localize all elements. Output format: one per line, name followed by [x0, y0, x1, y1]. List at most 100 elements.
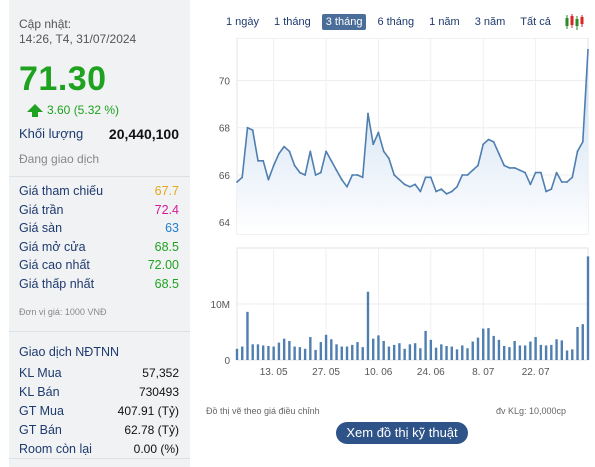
price-point: [408, 185, 411, 188]
volume-bar: [309, 337, 312, 360]
tab-3-years[interactable]: 3 năm: [474, 16, 506, 28]
volume-bar: [555, 339, 558, 360]
price-tick-label: 66: [219, 171, 231, 182]
x-tick-label: 24. 06: [417, 367, 445, 378]
volume-bar: [335, 344, 338, 360]
price-point: [492, 141, 495, 143]
volume-bar: [450, 346, 453, 360]
volume-bar: [560, 340, 564, 360]
price-change: 3.60 (5.32 %): [27, 103, 119, 117]
technical-chart-button[interactable]: Xem đồ thị kỹ thuật: [336, 422, 468, 444]
foreign-row: GT Bán 62.78 (Tỷ): [19, 423, 179, 442]
volume-bar: [272, 346, 275, 360]
volume-bar: [298, 347, 302, 360]
price-row-label: Giá tham chiếu: [19, 184, 104, 198]
price-point: [356, 174, 359, 176]
volume-bar: [461, 345, 464, 360]
volume-bar: [408, 344, 412, 360]
volume-bar: [471, 341, 474, 360]
price-point: [293, 164, 296, 167]
trading-status: Đang giao dịch: [19, 152, 100, 166]
volume-bar: [314, 349, 317, 360]
price-point: [346, 185, 348, 188]
price-point: [351, 174, 354, 176]
current-price: 71.30: [19, 60, 107, 98]
adjusted-price-note: Đồ thị vẽ theo giá điều chỉnh: [206, 406, 320, 416]
price-point: [419, 190, 422, 193]
volume-bar: [581, 324, 584, 360]
foreign-row-value: 57,352: [142, 366, 179, 380]
volume-tick-label: 10M: [211, 300, 230, 311]
volume-bar: [586, 256, 590, 360]
price-point: [508, 166, 511, 169]
volume-bar: [571, 349, 574, 360]
price-point: [518, 169, 521, 172]
tab-6-months[interactable]: 6 tháng: [377, 16, 415, 28]
price-point: [429, 176, 432, 179]
price-row-label: Giá mở cửa: [19, 239, 86, 254]
volume-bar: [246, 311, 249, 360]
price-point: [314, 174, 317, 176]
volume-bar: [235, 348, 239, 360]
price-tick-label: 68: [219, 124, 231, 135]
volume-bar: [361, 347, 364, 360]
volume-bar: [340, 346, 343, 360]
volume-tick-label: 0: [224, 356, 230, 367]
price-point: [450, 190, 453, 193]
price-point: [456, 185, 458, 188]
x-tick-label: 27. 05: [312, 367, 340, 378]
volume-bar: [476, 337, 480, 360]
volume-bar: [392, 344, 396, 360]
price-row-label: Giá cao nhất: [19, 258, 90, 272]
foreign-trading: Giao dịch NĐTNN KL Mua 57,352 KL Bán 730…: [19, 345, 179, 461]
price-row: Giá sàn 63: [19, 221, 179, 240]
volume-bar: [293, 346, 296, 360]
volume-label: Khối lượng: [19, 126, 84, 141]
tab-3-months[interactable]: 3 tháng: [321, 14, 367, 30]
volume-bar: [544, 345, 548, 360]
divider: [9, 331, 190, 332]
price-point: [319, 171, 322, 174]
foreign-row-label: GT Mua: [19, 404, 64, 418]
tab-1-year[interactable]: 1 năm: [429, 16, 460, 28]
price-row-value: 68.5: [154, 276, 179, 291]
volume-bar: [377, 335, 380, 360]
volume-bar: [345, 346, 349, 360]
volume-bar: [492, 335, 495, 360]
price-point: [545, 190, 547, 193]
price-point: [435, 190, 437, 193]
volume-bar: [419, 348, 422, 360]
price-row-value: 72.4: [154, 202, 179, 217]
price-point: [414, 183, 417, 186]
foreign-row-label: GT Bán: [19, 423, 62, 437]
price-point: [560, 181, 563, 183]
volume-bar: [565, 350, 569, 360]
tab-all[interactable]: Tất cả: [520, 16, 551, 28]
tab-1-day[interactable]: 1 ngày: [226, 16, 260, 28]
price-point: [477, 164, 479, 167]
candlestick-icon[interactable]: [564, 13, 584, 31]
price-area: [237, 49, 588, 234]
price-point: [361, 176, 364, 179]
price-point: [555, 171, 558, 174]
price-point: [367, 112, 369, 115]
foreign-row: KL Mua 57,352: [19, 366, 179, 385]
price-point: [241, 176, 244, 179]
price-point: [267, 178, 270, 181]
volume-bar: [550, 344, 553, 360]
volume-bar: [429, 339, 433, 360]
volume-bar: [256, 344, 260, 360]
update-info: Cập nhật: 14:26, T4, 31/07/2024: [19, 17, 136, 47]
volume-bar: [534, 337, 537, 360]
volume-bar: [513, 340, 516, 360]
price-change-value: 3.60 (5.32 %): [47, 103, 120, 117]
foreign-row: KL Bán 730493: [19, 385, 179, 404]
volume-bar: [576, 326, 579, 360]
volume-bar: [508, 347, 511, 360]
update-label: Cập nhật:: [19, 17, 72, 31]
tab-1-month[interactable]: 1 tháng: [274, 16, 311, 28]
x-tick-label: 13. 05: [260, 367, 288, 378]
volume-bar: [445, 346, 448, 360]
volume-bar: [282, 338, 286, 360]
x-tick-label: 8. 07: [472, 367, 495, 378]
